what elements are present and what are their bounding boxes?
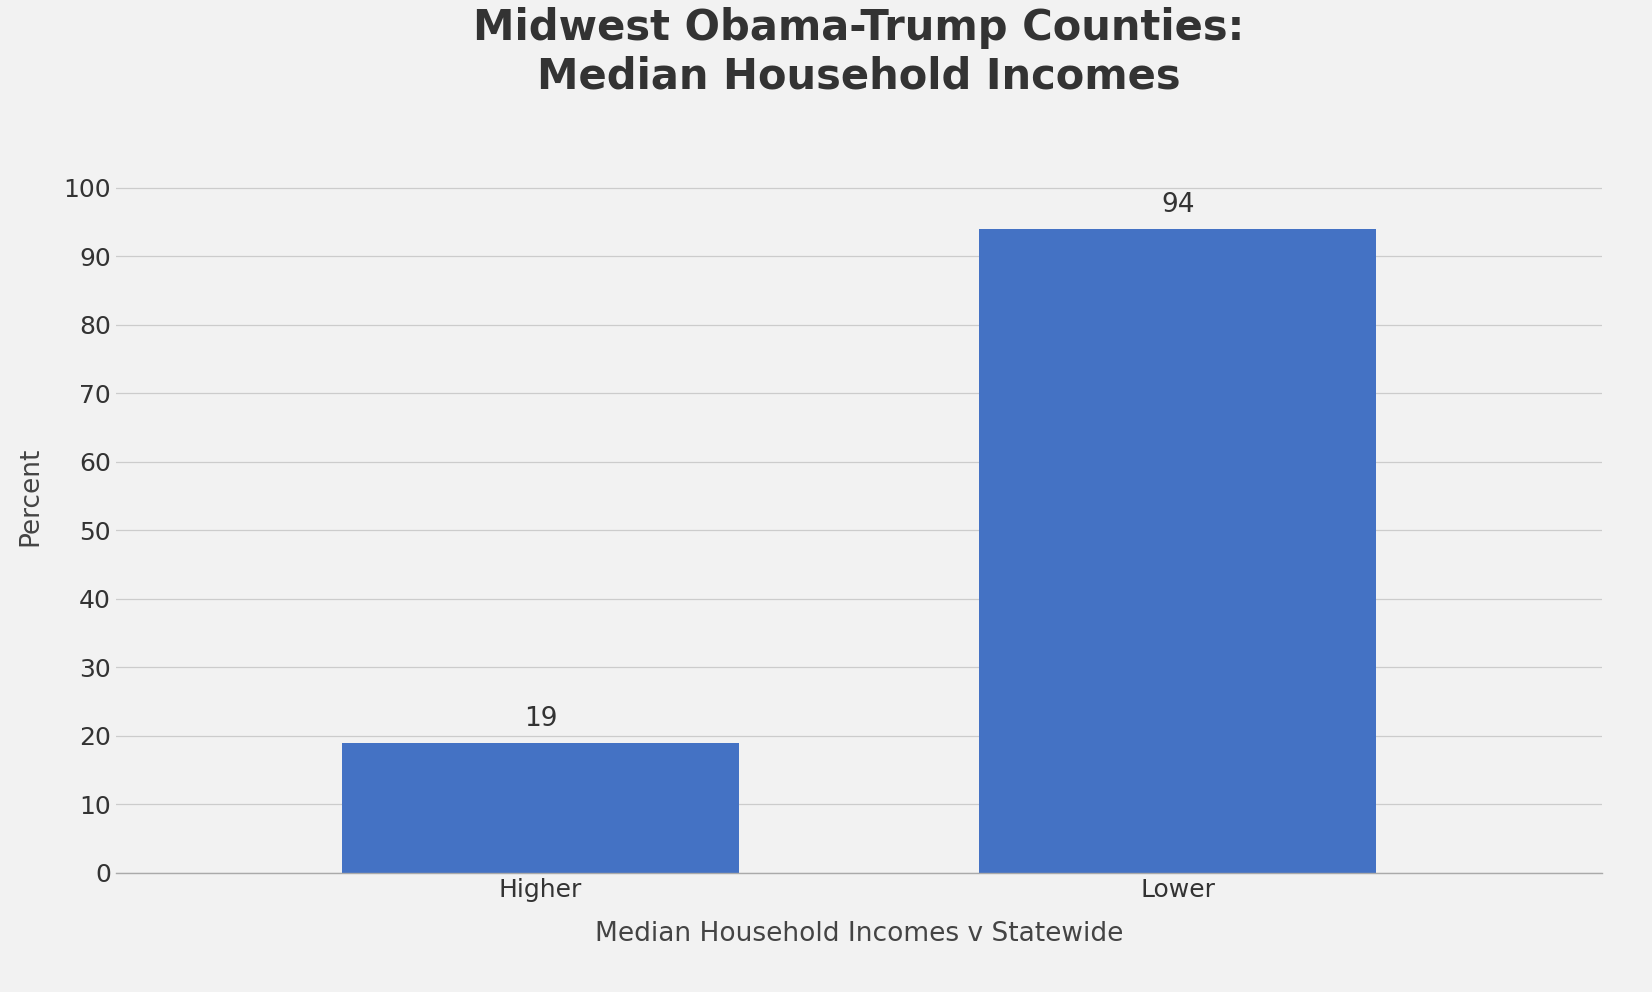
Title: Midwest Obama-Trump Counties:
Median Household Incomes: Midwest Obama-Trump Counties: Median Hou… (474, 7, 1244, 97)
Bar (980, 229, 1376, 873)
Y-axis label: Percent: Percent (18, 446, 43, 546)
Text: 19: 19 (524, 706, 557, 732)
Bar (342, 743, 738, 873)
Text: 94: 94 (1161, 192, 1194, 218)
X-axis label: Median Household Incomes v Statewide: Median Household Incomes v Statewide (595, 922, 1123, 947)
